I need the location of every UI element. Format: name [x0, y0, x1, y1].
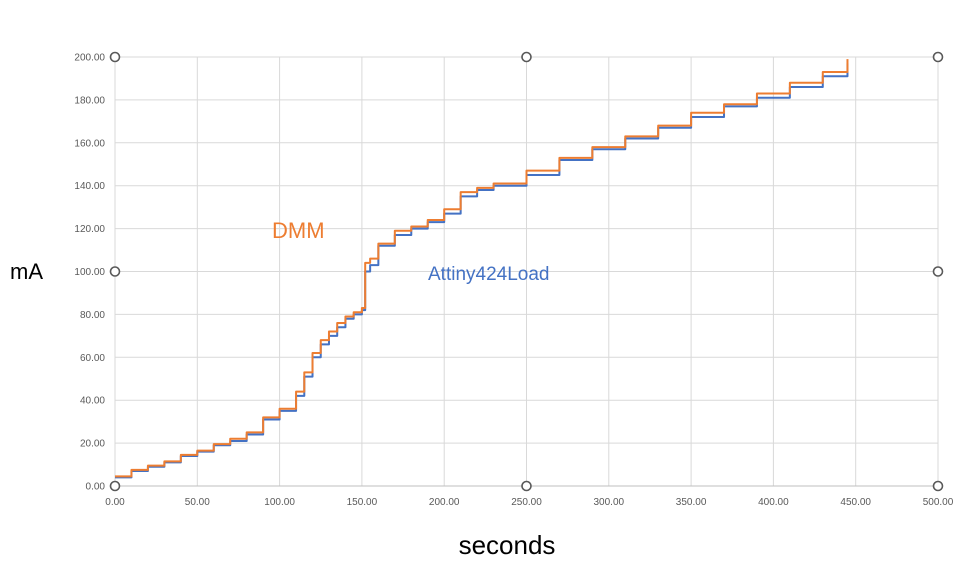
tick-labels: 0.00 20.00 40.00 60.00 80.00 100.00 120.00 140.…: [74, 53, 953, 509]
x-tick-label: 0.00: [105, 497, 125, 508]
y-tick-label: 200.00: [74, 53, 105, 64]
series-label-attiny424load: Attiny424Load: [428, 264, 550, 285]
resize-handle[interactable]: [109, 480, 121, 492]
x-axis-title: seconds: [459, 530, 556, 560]
x-tick-label: 300.00: [594, 497, 625, 508]
y-tick-label: 80.00: [80, 310, 105, 321]
series-label-dmm: DMM: [272, 218, 325, 243]
resize-handle[interactable]: [932, 266, 944, 277]
y-tick-label: 60.00: [80, 353, 105, 364]
resize-handle[interactable]: [521, 51, 532, 63]
y-tick-label: 0.00: [86, 482, 106, 493]
x-tick-label: 250.00: [511, 497, 542, 508]
resize-handle[interactable]: [109, 266, 121, 277]
x-tick-label: 150.00: [347, 497, 378, 508]
resize-handle[interactable]: [932, 480, 944, 492]
y-tick-label: 180.00: [74, 95, 105, 106]
y-tick-label: 40.00: [80, 396, 105, 407]
y-tick-label: 120.00: [74, 224, 105, 235]
series-line-dmm: [115, 59, 849, 478]
y-tick-label: 20.00: [80, 439, 105, 450]
x-tick-label: 200.00: [429, 497, 460, 508]
x-tick-label: 100.00: [264, 497, 295, 508]
x-tick-label: 50.00: [185, 497, 210, 508]
x-tick-label: 350.00: [676, 497, 707, 508]
resize-handle[interactable]: [521, 480, 532, 492]
y-tick-label: 160.00: [74, 138, 105, 149]
x-tick-label: 400.00: [758, 497, 789, 508]
y-axis-title: mA: [10, 259, 43, 284]
y-tick-label: 140.00: [74, 181, 105, 192]
x-tick-label: 450.00: [840, 497, 871, 508]
y-tick-label: 100.00: [74, 267, 105, 278]
resize-handle[interactable]: [109, 51, 121, 63]
resize-handle[interactable]: [932, 51, 944, 63]
series-lines: [115, 59, 849, 479]
x-tick-label: 500.00: [923, 497, 954, 508]
selection-handles: [109, 51, 944, 492]
